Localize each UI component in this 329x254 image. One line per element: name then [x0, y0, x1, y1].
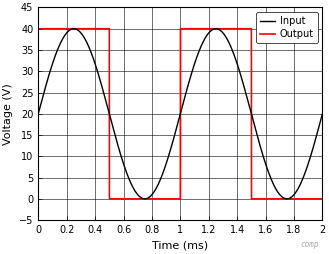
Input: [320, 112, 324, 115]
Input: [247, 104, 251, 107]
Output: [105, 27, 109, 30]
X-axis label: Time (ms): Time (ms): [152, 241, 208, 250]
Input: [145, 197, 149, 200]
Output: [320, 197, 324, 200]
Input: [190, 69, 194, 72]
Input: [105, 102, 109, 105]
Input: [207, 31, 211, 34]
Input: [285, 197, 289, 200]
Line: Output: Output: [38, 29, 322, 199]
Input: [36, 112, 40, 115]
Output: [207, 27, 211, 30]
Output: [36, 27, 40, 30]
Output: [145, 197, 149, 200]
Input: [56, 48, 60, 51]
Y-axis label: Voltage (V): Voltage (V): [4, 83, 13, 145]
Input: [72, 27, 76, 30]
Line: Input: Input: [38, 29, 322, 199]
Output: [247, 27, 251, 30]
Output: [107, 197, 111, 200]
Legend: Input, Output: Input, Output: [256, 12, 317, 43]
Output: [190, 27, 194, 30]
Output: [56, 27, 60, 30]
Text: comp: comp: [301, 240, 319, 249]
